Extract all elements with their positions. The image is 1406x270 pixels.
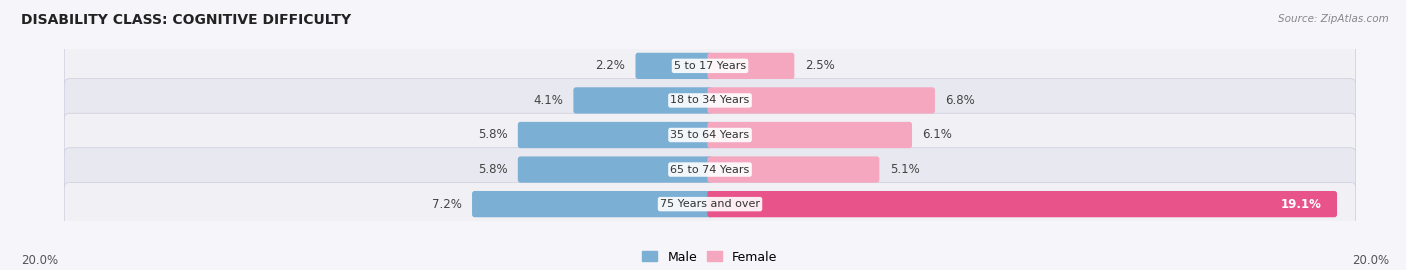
Text: 7.2%: 7.2%: [432, 198, 461, 211]
Text: 5.8%: 5.8%: [478, 129, 508, 141]
Text: 5.8%: 5.8%: [478, 163, 508, 176]
Legend: Male, Female: Male, Female: [643, 251, 778, 264]
FancyBboxPatch shape: [636, 53, 713, 79]
Text: 19.1%: 19.1%: [1281, 198, 1322, 211]
Text: 5 to 17 Years: 5 to 17 Years: [673, 61, 747, 71]
Text: 35 to 64 Years: 35 to 64 Years: [671, 130, 749, 140]
FancyBboxPatch shape: [472, 191, 713, 217]
Text: 20.0%: 20.0%: [1353, 254, 1389, 267]
Text: DISABILITY CLASS: COGNITIVE DIFFICULTY: DISABILITY CLASS: COGNITIVE DIFFICULTY: [21, 14, 351, 28]
Text: 2.2%: 2.2%: [595, 59, 626, 72]
Text: 75 Years and over: 75 Years and over: [659, 199, 761, 209]
FancyBboxPatch shape: [65, 113, 1355, 157]
Text: 2.5%: 2.5%: [804, 59, 835, 72]
FancyBboxPatch shape: [574, 87, 713, 114]
Text: 6.8%: 6.8%: [945, 94, 976, 107]
FancyBboxPatch shape: [517, 156, 713, 183]
Text: 6.1%: 6.1%: [922, 129, 952, 141]
Text: 4.1%: 4.1%: [533, 94, 562, 107]
Text: Source: ZipAtlas.com: Source: ZipAtlas.com: [1278, 14, 1389, 23]
FancyBboxPatch shape: [707, 87, 935, 114]
FancyBboxPatch shape: [65, 148, 1355, 191]
FancyBboxPatch shape: [707, 122, 912, 148]
Text: 5.1%: 5.1%: [890, 163, 920, 176]
FancyBboxPatch shape: [707, 156, 879, 183]
FancyBboxPatch shape: [65, 79, 1355, 122]
Text: 65 to 74 Years: 65 to 74 Years: [671, 164, 749, 175]
FancyBboxPatch shape: [65, 44, 1355, 88]
FancyBboxPatch shape: [707, 191, 1337, 217]
Text: 20.0%: 20.0%: [21, 254, 58, 267]
FancyBboxPatch shape: [65, 182, 1355, 226]
Text: 18 to 34 Years: 18 to 34 Years: [671, 95, 749, 106]
FancyBboxPatch shape: [517, 122, 713, 148]
FancyBboxPatch shape: [707, 53, 794, 79]
